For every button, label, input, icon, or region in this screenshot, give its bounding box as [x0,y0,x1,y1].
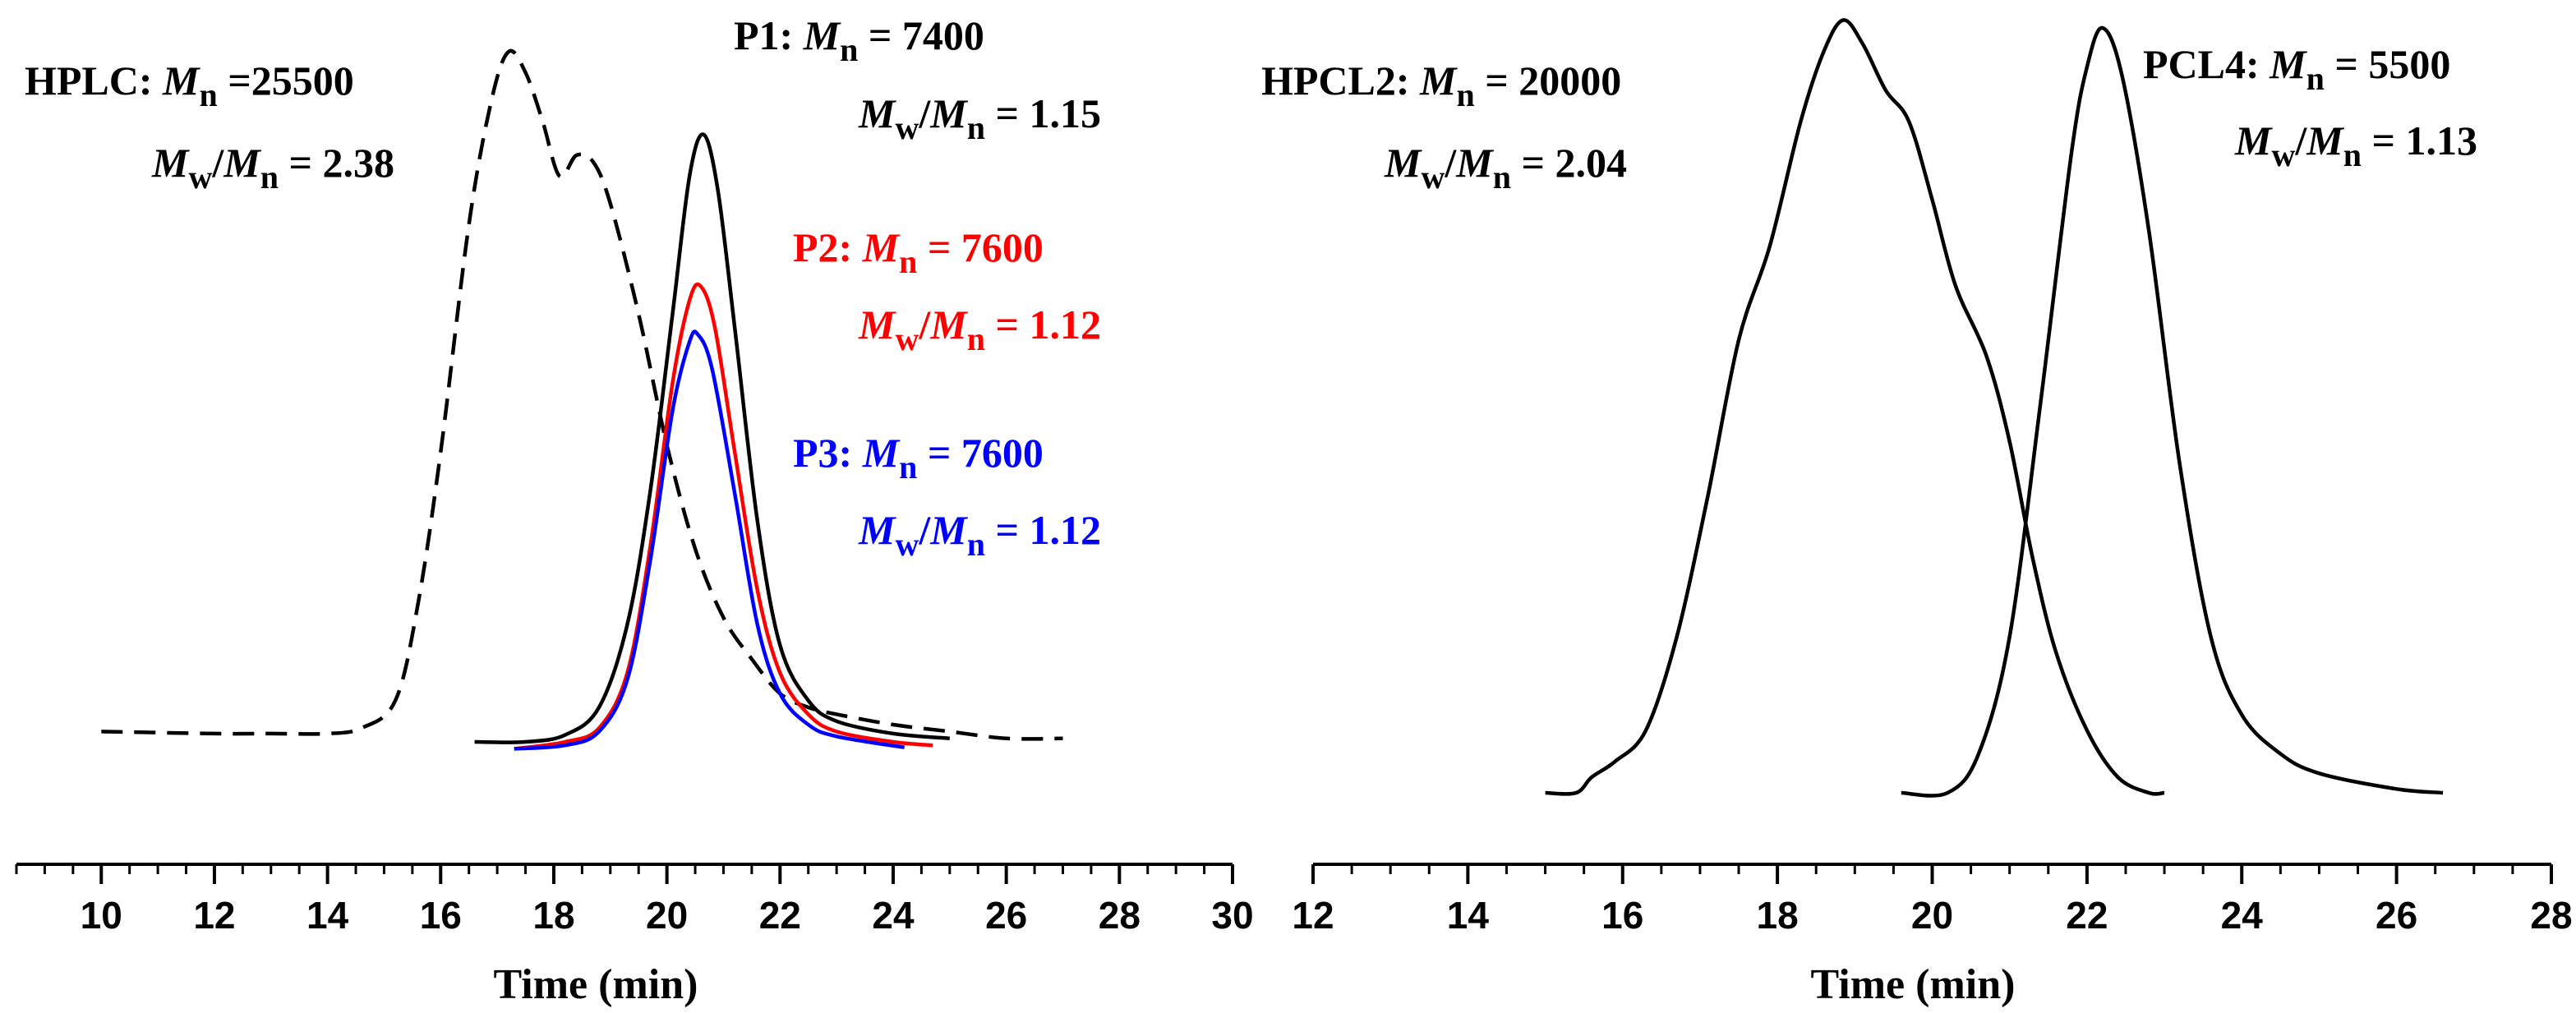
x-tick-label: 14 [306,894,349,937]
x-tick-label: 28 [1099,894,1141,937]
x-tick-label: 26 [2376,894,2417,937]
x-tick-label: 30 [1211,894,1253,937]
x-tick-label: 20 [646,894,688,937]
x-tick-label: 26 [985,894,1027,937]
x-tick-label: 20 [1911,894,1953,937]
x-axis-title: Time (min) [494,961,698,1008]
x-tick-label: 24 [2221,894,2264,937]
series-line-p1 [474,132,950,744]
series-line-hplc [101,48,1063,741]
series-line-p3 [514,329,906,751]
annotation-mn-p1: P1: Mn = 7400 [734,12,984,68]
annotation-mn-hpcl2: HPCL2: Mn = 20000 [1261,58,1621,113]
x-tick-label: 16 [1601,894,1643,937]
x-tick-label: 28 [2530,894,2572,937]
annotation-pdi-p3: Mw/Mn = 1.12 [858,507,1101,563]
x-tick-label: 16 [420,894,462,937]
annotation-pdi-hplc: Mw/Mn = 2.38 [151,140,394,196]
x-tick-label: 12 [1292,894,1334,937]
series-line-hpcl2 [1545,18,2165,796]
x-tick-label: 18 [532,894,574,937]
x-tick-label: 14 [1447,894,1490,937]
x-axis-title: Time (min) [1811,961,2016,1008]
x-tick-label: 12 [193,894,235,937]
series-line-p2 [514,282,933,751]
annotation-pdi-pcl4: Mw/Mn = 1.13 [2234,117,2477,173]
x-tick-label: 24 [872,894,915,937]
annotation-mn-pcl4: PCL4: Mn = 5500 [2143,41,2450,97]
left-chart: 10 12 14 16 18 20 22 24 26 28 30 Time (min) HPLC: Mn… [15,12,1254,1008]
annotation-mn-hplc: HPLC: Mn =25500 [25,58,354,113]
right-chart: 12 14 16 18 20 22 24 26 28 Time (min) HPCL2: Mn = … [1261,18,2573,1008]
annotation-mn-p2: P2: Mn = 7600 [793,224,1044,280]
series-line-pcl4 [1901,25,2444,798]
annotation-pdi-p1: Mw/Mn = 1.15 [858,90,1101,146]
x-tick-label: 22 [2066,894,2108,937]
x-tick-label: 22 [759,894,801,937]
annotation-pdi-p2: Mw/Mn = 1.12 [858,302,1101,357]
annotation-pdi-hpcl2: Mw/Mn = 2.04 [1384,140,1627,196]
x-tick-label: 10 [81,894,122,937]
annotation-mn-p3: P3: Mn = 7600 [793,430,1044,486]
x-tick-label: 18 [1757,894,1799,937]
